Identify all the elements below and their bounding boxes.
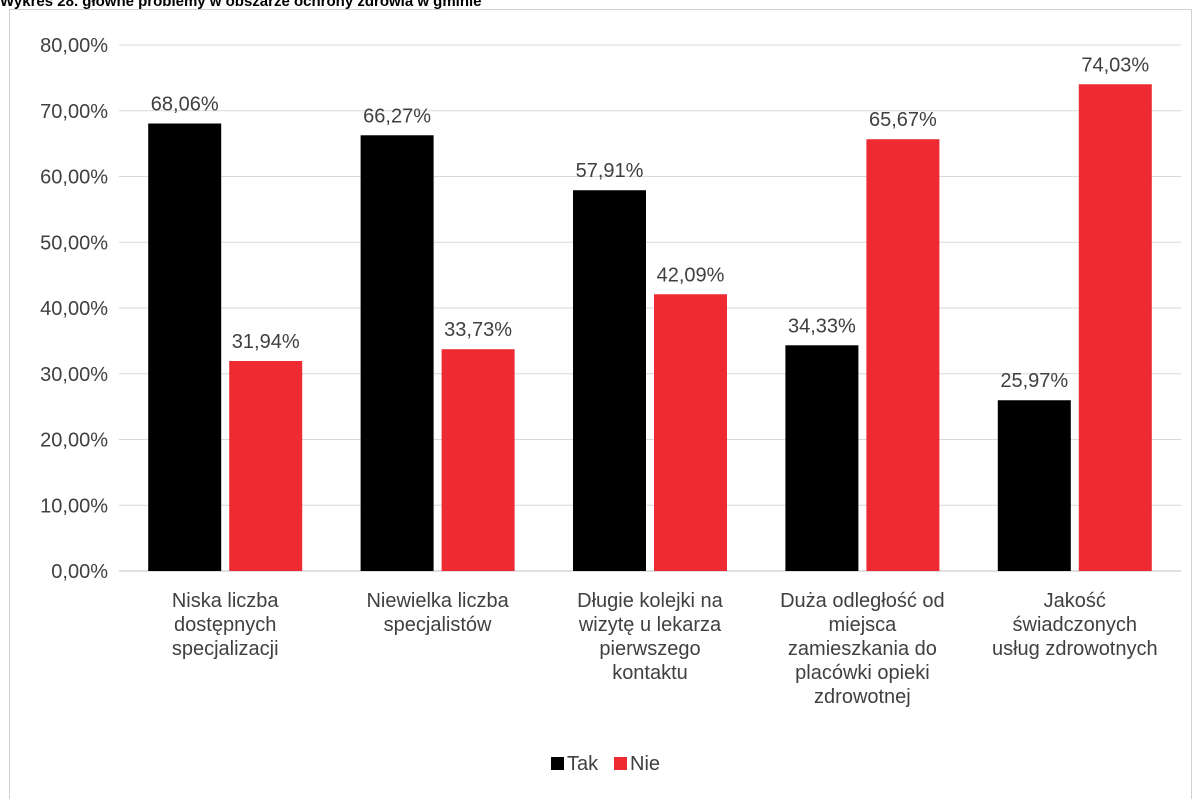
legend-swatch-nie <box>614 757 627 770</box>
x-category-label-line: Jakość <box>1044 590 1106 612</box>
y-tick-label: 10,00% <box>40 495 108 517</box>
x-category-label-line: Niska liczba <box>172 590 280 612</box>
x-category-label: Jakość świadczonych usług zdrowotnych <box>992 590 1158 660</box>
chart-frame: 0,00% 10,00% 20,00% 30,00% 40,00% 50,00% 60,00… <box>9 9 1192 799</box>
bar-tak <box>573 190 646 571</box>
x-category-label-line: specjalizacji <box>172 638 279 660</box>
x-category-label-line: zdrowotnej <box>814 686 911 708</box>
bar-nie <box>229 360 303 571</box>
x-category-label-line: Długie kolejki na <box>577 590 724 612</box>
x-category-label-line: Duża odległość od <box>780 590 945 612</box>
y-tick-label: 40,00% <box>40 298 108 320</box>
data-label: 66,27% <box>363 105 431 127</box>
bar-tak <box>360 135 434 571</box>
y-tick-label: 20,00% <box>40 430 108 452</box>
data-label: 34,33% <box>788 315 856 337</box>
bar-nie <box>866 139 940 571</box>
y-tick-label: 70,00% <box>40 101 108 123</box>
x-category-label-line: wizytę u lekarza <box>578 614 722 636</box>
data-label: 33,73% <box>444 319 512 341</box>
bar-nie <box>654 294 727 571</box>
bar-tak <box>997 400 1071 571</box>
bar-tak <box>785 345 859 571</box>
y-tick-label: 60,00% <box>40 167 108 189</box>
data-label: 57,91% <box>576 160 644 182</box>
y-tick-label: 80,00% <box>40 35 108 57</box>
legend-swatch-tak <box>551 757 564 770</box>
data-label: 25,97% <box>1000 370 1068 392</box>
data-label: 31,94% <box>232 331 300 353</box>
x-category-label-line: miejsca <box>829 614 898 636</box>
y-tick-label: 50,00% <box>40 232 108 254</box>
x-category-label: Duża odległość od miejsca zamieszkania do p… <box>780 590 945 708</box>
x-category-label-line: świadczonych <box>1013 614 1138 636</box>
bar-tak <box>148 123 222 572</box>
x-category-label: Długie kolejki na wizytę u lekarza pierwsz… <box>577 590 724 684</box>
data-label: 65,67% <box>869 109 937 131</box>
bar-chart: 0,00% 10,00% 20,00% 30,00% 40,00% 50,00% 60,00… <box>40 35 1181 775</box>
legend-label: Nie <box>630 753 660 775</box>
x-category-label-line: dostępnych <box>174 614 276 636</box>
bar-nie <box>1078 84 1152 571</box>
figure-caption: Wykres 28. główne problemy w obszarze oc… <box>0 0 482 10</box>
bar-nie <box>441 349 515 571</box>
data-label: 68,06% <box>151 94 219 116</box>
x-category-label-line: kontaktu <box>612 662 688 684</box>
data-label: 74,03% <box>1081 54 1149 76</box>
x-category-label: Niska liczba dostępnych specjalizacji <box>172 590 280 660</box>
x-category-label: Niewielka liczba specjalistów <box>366 590 509 636</box>
data-label: 42,09% <box>657 264 725 286</box>
x-category-label-line: pierwszego <box>599 638 700 660</box>
x-category-label-line: usług zdrowotnych <box>992 638 1158 660</box>
legend-label: Tak <box>567 753 599 775</box>
y-tick-label: 0,00% <box>51 561 108 583</box>
x-category-label-line: specjalistów <box>384 614 492 636</box>
x-category-label-line: Niewielka liczba <box>366 590 509 612</box>
x-category-label-line: placówki opieki <box>795 662 930 684</box>
x-category-label-line: zamieszkania do <box>788 638 937 660</box>
y-tick-label: 30,00% <box>40 364 108 386</box>
